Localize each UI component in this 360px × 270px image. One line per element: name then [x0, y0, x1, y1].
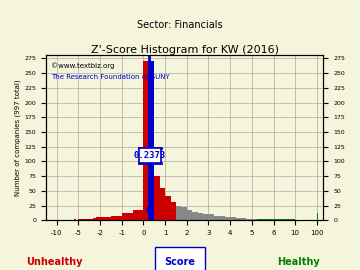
Bar [219, 216, 225, 220]
Bar [96, 217, 100, 220]
Bar [132, 210, 143, 220]
Bar [171, 201, 176, 220]
Bar [225, 217, 230, 220]
Bar [89, 219, 93, 220]
Text: Healthy: Healthy [278, 256, 320, 266]
Text: Score: Score [165, 256, 195, 266]
Bar [82, 219, 86, 220]
Text: ©www.textbiz.org: ©www.textbiz.org [51, 62, 115, 69]
Bar [230, 217, 235, 220]
Text: Sector: Financials: Sector: Financials [137, 20, 223, 30]
Bar [274, 219, 295, 220]
Bar [192, 211, 198, 220]
Bar [122, 213, 132, 220]
Title: Z'-Score Histogram for KW (2016): Z'-Score Histogram for KW (2016) [91, 45, 279, 55]
Y-axis label: Number of companies (997 total): Number of companies (997 total) [15, 80, 22, 196]
Bar [74, 219, 76, 220]
Text: Unhealthy: Unhealthy [26, 256, 82, 266]
Bar [257, 219, 263, 220]
Bar [111, 216, 122, 220]
Bar [176, 206, 181, 220]
Bar [165, 196, 171, 220]
Bar [86, 219, 89, 220]
Bar [263, 219, 274, 220]
Bar [143, 61, 149, 220]
Bar [93, 218, 96, 220]
Bar [149, 61, 154, 220]
Text: 0.2373: 0.2373 [134, 151, 166, 160]
Bar [100, 217, 111, 220]
Bar [181, 207, 187, 220]
Bar [317, 213, 318, 220]
Text: The Research Foundation of SUNY: The Research Foundation of SUNY [51, 74, 170, 80]
Bar [214, 216, 219, 220]
Bar [247, 219, 252, 220]
Bar [187, 210, 192, 220]
Bar [235, 218, 241, 220]
Bar [208, 214, 214, 220]
Bar [154, 176, 160, 220]
Bar [160, 188, 165, 220]
Bar [78, 219, 82, 220]
Bar [198, 213, 203, 220]
Bar [252, 219, 257, 220]
FancyBboxPatch shape [139, 148, 161, 163]
Bar [203, 214, 208, 220]
Bar [241, 218, 247, 220]
